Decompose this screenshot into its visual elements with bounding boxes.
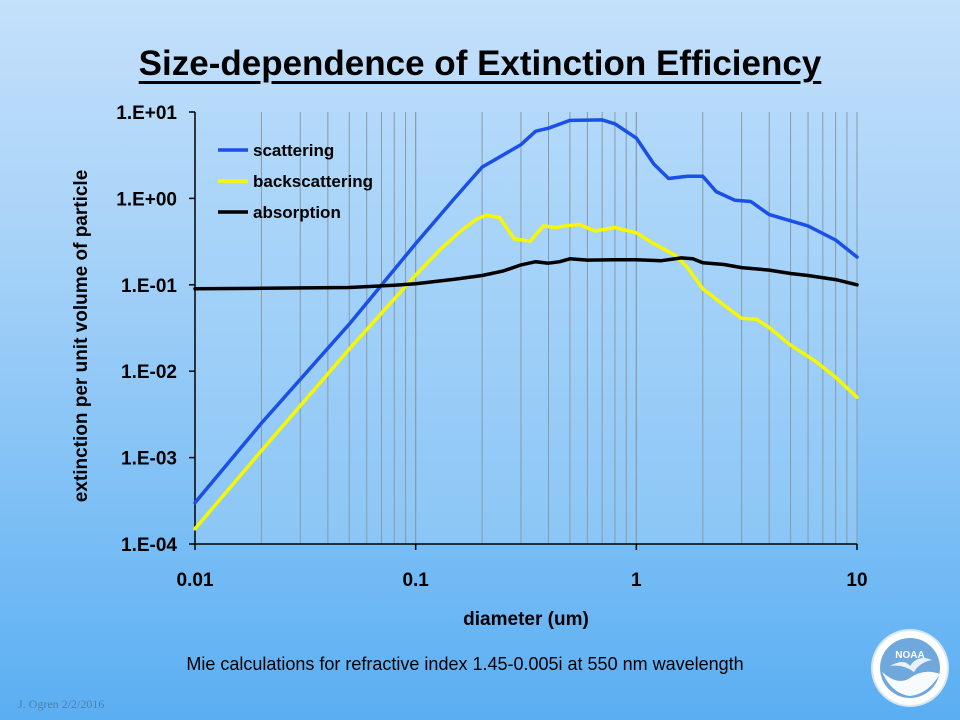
gridlines bbox=[260, 112, 858, 544]
series-lines bbox=[193, 118, 859, 531]
series-line-absorption bbox=[193, 256, 859, 291]
legend: scattering backscattering absorption bbox=[218, 141, 373, 222]
axes bbox=[194, 112, 857, 545]
svg-text:NOAA: NOAA bbox=[895, 650, 924, 661]
y-tick-label: 1.E+00 bbox=[116, 189, 177, 210]
plot-area bbox=[195, 112, 857, 544]
noaa-logo: NOAA bbox=[871, 629, 949, 707]
series-line-scattering bbox=[193, 118, 859, 505]
y-tick-label: 1.E-01 bbox=[121, 276, 177, 297]
y-axis-label: extinction per unit volume of particle bbox=[71, 170, 92, 503]
y-tick-label: 1.E+01 bbox=[116, 103, 177, 124]
x-tick-label: 0.1 bbox=[402, 570, 429, 591]
x-tick-label: 10 bbox=[846, 570, 867, 591]
caption: Mie calculations for refractive index 1.… bbox=[186, 654, 744, 674]
author-credit: J. Ogren 2/2/2016 bbox=[18, 697, 105, 711]
y-tick-label: 1.E-02 bbox=[121, 362, 177, 383]
y-tick-label: 1.E-04 bbox=[121, 535, 177, 556]
y-tick-label: 1.E-03 bbox=[121, 449, 177, 470]
legend-label-absorption: absorption bbox=[253, 203, 341, 222]
x-tick-label: 0.01 bbox=[177, 570, 214, 591]
series-line-backscattering bbox=[193, 213, 859, 531]
x-axis-label: diameter (um) bbox=[463, 609, 589, 630]
slide-title: Size-dependence of Extinction Efficiency bbox=[138, 44, 822, 83]
legend-label-backscattering: backscattering bbox=[253, 172, 373, 191]
legend-label-scattering: scattering bbox=[253, 141, 334, 160]
x-tick-label: 1 bbox=[631, 570, 642, 591]
